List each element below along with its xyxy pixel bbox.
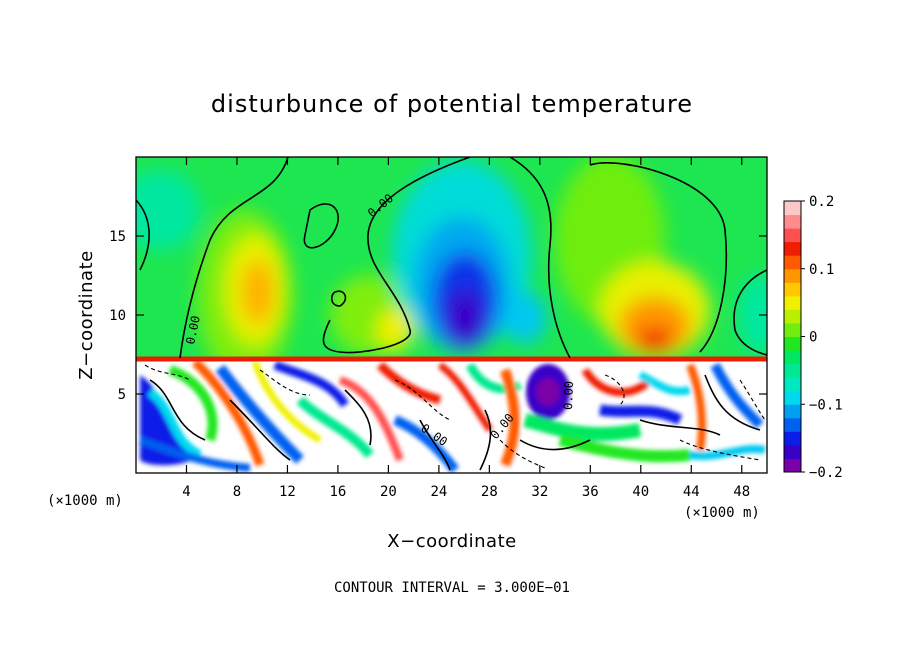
contour-lower-1 xyxy=(149,374,761,471)
colorbar-swatch xyxy=(784,268,801,283)
colorbar-swatch xyxy=(784,255,801,270)
colorbar-swatch xyxy=(784,417,801,432)
x-unit-left: (×1000 m) xyxy=(47,493,123,509)
colorbar-tick-label: −0.2 xyxy=(809,465,843,481)
x-tick-label: 40 xyxy=(632,484,649,500)
x-tick-label: 44 xyxy=(683,484,700,500)
colorbar-tick-label: 0.1 xyxy=(809,262,834,278)
upper-field xyxy=(136,157,767,380)
colorbar-tick-label: 0.2 xyxy=(809,194,834,210)
y-tick-label: 10 xyxy=(109,308,126,324)
contour-interval-note: CONTOUR INTERVAL = 3.000E−01 xyxy=(334,580,570,596)
x-tick-label: 12 xyxy=(279,484,296,500)
colorbar-swatch xyxy=(784,363,801,378)
x-axis-label: X−coordinate xyxy=(387,531,516,552)
colorbar-swatch xyxy=(784,350,801,365)
x-tick-label: 36 xyxy=(582,484,599,500)
x-tick-label: 20 xyxy=(380,484,397,500)
colorbar-swatch xyxy=(784,322,801,337)
colorbar-swatch xyxy=(784,228,801,243)
y-axis: 5 10 15 xyxy=(109,229,767,403)
x-tick-label: 24 xyxy=(430,484,447,500)
plot-area: 0.00 0.00 0.00 0.00 0.00 xyxy=(136,157,767,473)
x-tick-label: 48 xyxy=(733,484,750,500)
contour-loop-1 xyxy=(303,203,339,249)
colorbar-swatch xyxy=(784,336,801,351)
x-tick-label: 32 xyxy=(531,484,548,500)
x-tick-label: 8 xyxy=(233,484,241,500)
x-tick-label: 4 xyxy=(182,484,190,500)
x-unit-right: (×1000 m) xyxy=(684,505,760,521)
contour-zero-center xyxy=(322,157,471,354)
chart-title: disturbunce of potential temperature xyxy=(211,90,693,118)
lower-field xyxy=(136,356,767,473)
colorbar-swatch xyxy=(784,390,801,405)
contour-label-left: 0.00 xyxy=(183,314,203,345)
colorbar-ticks: 0.2 0.1 0 −0.1 −0.2 xyxy=(801,194,843,481)
x-axis: 4 8 12 16 20 24 28 32 36 40 44 48 xyxy=(182,157,750,500)
colorbar-swatch xyxy=(784,404,801,419)
contour-dashed xyxy=(144,364,766,469)
colorbar-swatch xyxy=(784,201,801,216)
contour-loop-right xyxy=(589,162,728,353)
colorbar-swatch xyxy=(784,295,801,310)
contour-loop-2 xyxy=(330,290,347,307)
y-tick-label: 15 xyxy=(109,229,126,245)
colorbar-swatch xyxy=(784,214,801,229)
x-tick-label: 16 xyxy=(329,484,346,500)
contour-label-lower-3: 0.00 xyxy=(561,381,576,410)
contour-zero-edge xyxy=(136,199,150,271)
y-axis-label: Z−coordinate xyxy=(76,250,97,379)
colorbar-swatch xyxy=(784,241,801,256)
colorbar-tick-label: 0 xyxy=(809,330,817,346)
colorbar-swatch xyxy=(784,431,801,446)
contour-zero-left xyxy=(179,157,289,359)
colorbar xyxy=(784,201,801,473)
colorbar-swatch xyxy=(784,377,801,392)
x-tick-label: 28 xyxy=(481,484,498,500)
contour-lines xyxy=(136,157,767,471)
colorbar-swatch xyxy=(784,458,801,473)
colorbar-swatch xyxy=(784,444,801,459)
y-tick-label: 5 xyxy=(118,387,126,403)
contour-zero-right xyxy=(509,157,571,359)
colorbar-swatch xyxy=(784,282,801,297)
colorbar-swatch xyxy=(784,309,801,324)
contour-zero-far-right xyxy=(733,269,767,356)
colorbar-tick-label: −0.1 xyxy=(809,397,843,413)
